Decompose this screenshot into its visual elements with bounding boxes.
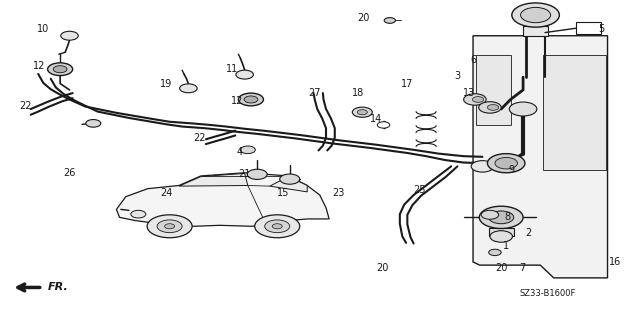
Text: 9: 9	[508, 164, 514, 174]
Circle shape	[495, 157, 517, 169]
Text: 22: 22	[19, 101, 32, 111]
Circle shape	[488, 211, 514, 224]
Bar	[488, 228, 514, 236]
Polygon shape	[117, 173, 329, 226]
Text: 12: 12	[231, 96, 243, 106]
Circle shape	[131, 210, 146, 218]
Circle shape	[240, 146, 255, 154]
Circle shape	[488, 249, 501, 256]
Text: 22: 22	[193, 133, 206, 143]
Text: 24: 24	[161, 188, 172, 198]
Circle shape	[265, 220, 290, 233]
Circle shape	[471, 161, 493, 172]
Text: 2: 2	[525, 228, 532, 238]
Text: 4: 4	[236, 147, 243, 157]
Circle shape	[53, 66, 67, 73]
Circle shape	[247, 169, 267, 180]
Text: 13: 13	[463, 88, 475, 98]
Text: 20: 20	[376, 263, 389, 273]
Text: 20: 20	[495, 263, 507, 273]
Circle shape	[487, 154, 525, 173]
Circle shape	[238, 93, 263, 106]
Circle shape	[377, 122, 390, 128]
Polygon shape	[473, 36, 608, 278]
Text: 18: 18	[352, 88, 365, 98]
Text: 8: 8	[504, 212, 510, 222]
Text: 20: 20	[357, 13, 370, 23]
Polygon shape	[270, 177, 307, 192]
Polygon shape	[543, 55, 606, 170]
Circle shape	[157, 220, 182, 233]
Circle shape	[147, 215, 192, 238]
Circle shape	[490, 231, 512, 242]
Text: 25: 25	[414, 185, 426, 195]
Circle shape	[487, 105, 498, 110]
Circle shape	[179, 84, 197, 93]
Text: 19: 19	[161, 78, 172, 89]
Text: 23: 23	[332, 188, 345, 198]
Circle shape	[272, 224, 282, 229]
Text: 10: 10	[37, 24, 50, 34]
Text: 12: 12	[33, 61, 46, 71]
Circle shape	[236, 70, 253, 79]
Text: 1: 1	[503, 241, 509, 251]
Text: 6: 6	[471, 55, 477, 65]
Circle shape	[48, 63, 73, 76]
Polygon shape	[476, 55, 510, 125]
Circle shape	[280, 174, 300, 184]
Text: 7: 7	[519, 263, 525, 273]
Circle shape	[520, 7, 551, 23]
Circle shape	[255, 215, 300, 238]
Circle shape	[357, 110, 367, 115]
Circle shape	[244, 96, 258, 103]
Text: 16: 16	[609, 257, 621, 267]
Circle shape	[479, 206, 523, 228]
Text: 3: 3	[455, 71, 460, 81]
Circle shape	[86, 120, 101, 127]
Text: 17: 17	[401, 78, 414, 89]
Bar	[576, 22, 601, 34]
Text: 11: 11	[226, 64, 238, 74]
Circle shape	[478, 102, 501, 113]
Circle shape	[384, 18, 396, 23]
Circle shape	[509, 102, 537, 116]
Circle shape	[512, 3, 559, 27]
Circle shape	[472, 97, 483, 102]
Text: 21: 21	[238, 169, 251, 179]
Text: 15: 15	[277, 188, 290, 198]
Text: FR.: FR.	[48, 283, 68, 292]
Circle shape	[352, 107, 372, 117]
Bar	[523, 26, 548, 36]
Text: SZ33-B1600F: SZ33-B1600F	[520, 289, 576, 298]
Text: 5: 5	[598, 24, 604, 34]
Text: 26: 26	[63, 168, 76, 178]
Circle shape	[463, 94, 486, 105]
Text: 27: 27	[308, 88, 321, 98]
Text: 14: 14	[370, 114, 382, 124]
Circle shape	[165, 224, 174, 229]
Circle shape	[61, 31, 78, 40]
Circle shape	[481, 210, 498, 219]
Polygon shape	[179, 173, 248, 186]
